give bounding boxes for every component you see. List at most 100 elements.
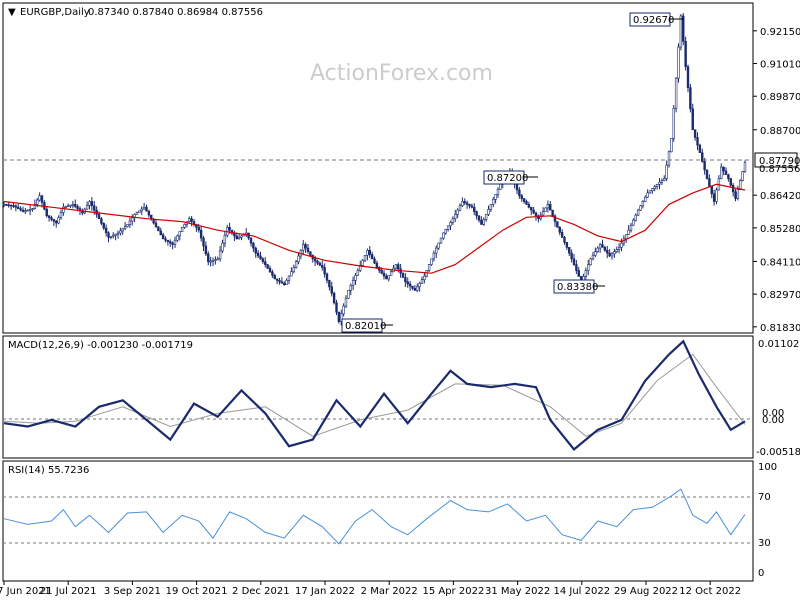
candle-body [104,227,108,233]
candle-body [549,204,552,211]
candle-body [330,286,333,294]
low2-callout: 0.83380 [557,282,598,293]
candle-body [496,188,500,195]
candle-body [344,297,348,307]
candle-body [131,217,134,222]
candle-body [340,313,343,322]
candle-body [560,232,564,238]
candle-body [254,247,257,254]
candle-body [615,249,618,252]
candle-body [45,208,48,217]
candle-body [19,208,22,211]
rsi-tick-0: 0 [758,568,764,579]
candle-body [484,214,488,220]
mid-callout: 0.87200 [487,173,528,184]
candle-body [273,275,276,280]
candle-body [670,138,673,153]
candle-body [480,219,483,225]
candle-body [297,255,300,263]
candle-body [651,188,654,192]
candle-body [356,270,360,276]
candle-body [66,205,70,208]
candle-body [449,221,452,227]
candle-body [100,218,103,224]
candle-body [558,227,561,233]
candle-body [166,239,170,242]
candle-body [197,227,200,231]
candle-body [85,205,89,210]
candle-body [373,258,376,264]
candle-body [271,271,274,276]
candle-body [199,229,203,239]
candle-body [306,247,310,252]
candle-body [427,264,431,271]
candle-body [40,195,44,203]
candle-body [451,218,455,223]
macd-tick-min: -0.005182 [756,447,800,458]
candle-body [577,270,580,277]
candle-body [287,275,291,281]
candle-body [256,252,260,257]
candle-body [537,215,540,219]
candle-body [261,258,265,263]
candle-body [36,199,39,205]
candle-body [50,217,53,220]
price-axis-label: 0.85280 [760,224,800,235]
candle-body [525,201,528,205]
candle-body [71,204,75,206]
time-axis-label: 21 Jul 2021 [40,586,97,597]
candle-body [318,262,322,266]
candle-body [636,209,640,216]
candle-body [370,254,374,260]
time-axis-label: 2 Mar 2022 [361,586,418,597]
candle-body [463,201,466,204]
candle-body [546,204,550,209]
candle-body [522,198,526,202]
candle-body [674,77,678,109]
candle-body [698,144,702,154]
candle-body [228,227,231,231]
candle-body [667,151,671,166]
candle-body [705,169,709,179]
candle-body [57,217,60,224]
candle-body [328,280,331,288]
candle-body [332,292,336,304]
macd-signal-line [3,353,746,437]
candle-body [437,242,440,249]
candle-body [556,221,559,228]
candle-body [672,107,675,139]
candle-body [613,251,616,255]
candle-body [342,305,345,315]
candle-body [686,66,690,89]
candle-body [606,249,609,254]
candle-body [128,220,132,225]
candle-body [107,232,110,238]
candle-body [180,227,184,232]
candle-body [249,237,253,244]
symbol-dropdown-icon[interactable]: ▼ [8,7,16,18]
candle-body [351,280,355,286]
candle-body [589,258,592,266]
candle-body [316,260,319,264]
candle-body [416,286,419,291]
rsi-label: RSI(14) 55.7236 [8,465,89,476]
candle-body [380,270,383,274]
candle-body [138,210,141,213]
candle-body [354,275,357,281]
candle-body [112,234,115,237]
rsi-tick-30: 30 [758,538,771,549]
candle-body [176,235,179,241]
candle-body [140,208,143,212]
candle-body [665,164,668,179]
candle-body [214,259,217,261]
candle-body [268,267,272,273]
candle-body [639,205,642,211]
candle-body [116,232,120,235]
candle-body [52,219,56,222]
candle-body [121,228,124,232]
candle-body [221,242,224,252]
candle-body [361,259,364,266]
candle-body [285,280,288,285]
candle-body [347,290,350,299]
